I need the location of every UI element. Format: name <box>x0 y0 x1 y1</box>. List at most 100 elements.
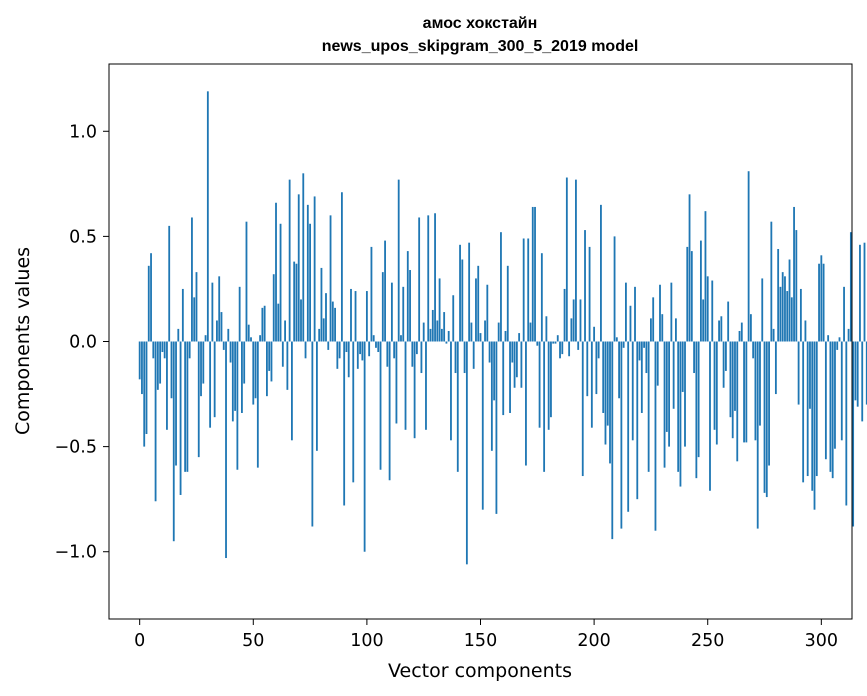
bar-302 <box>824 341 827 460</box>
bar-17 <box>177 328 180 342</box>
bar-29 <box>204 335 207 342</box>
bar-59 <box>272 274 275 342</box>
bar-280 <box>774 341 777 395</box>
bar-206 <box>606 341 609 426</box>
bar-229 <box>659 284 661 342</box>
bar-258 <box>724 341 727 371</box>
bar-43 <box>236 341 239 470</box>
bar-141 <box>459 244 461 342</box>
bar-139 <box>454 341 457 374</box>
bar-87 <box>336 341 339 369</box>
bar-19 <box>181 288 184 342</box>
bar-51 <box>254 341 257 399</box>
bar-157 <box>495 341 498 514</box>
bar-104 <box>375 341 377 348</box>
bar-20 <box>184 341 187 472</box>
bar-111 <box>390 282 393 342</box>
bar-226 <box>652 297 655 342</box>
bar-309 <box>840 341 843 441</box>
bar-277 <box>768 341 770 466</box>
bar-257 <box>722 341 725 388</box>
bar-170 <box>525 341 527 466</box>
bar-275 <box>763 341 766 493</box>
bar-115 <box>400 335 402 342</box>
bar-2 <box>143 341 146 447</box>
bar-73 <box>304 341 307 359</box>
bar-291 <box>799 288 802 342</box>
bar-197 <box>586 341 589 397</box>
bar-106 <box>379 341 382 470</box>
bar-261 <box>731 341 734 439</box>
bar-305 <box>831 341 834 479</box>
bar-13 <box>168 225 171 342</box>
x-tick-label: 250 <box>691 631 724 651</box>
y-tick-label: 0.0 <box>69 333 97 353</box>
bar-125 <box>422 322 425 342</box>
bar-38 <box>225 341 227 559</box>
bar-298 <box>815 341 818 477</box>
bar-102 <box>370 246 373 342</box>
bar-121 <box>413 341 416 439</box>
bar-151 <box>481 341 484 510</box>
bar-246 <box>697 341 700 458</box>
bar-255 <box>718 320 720 342</box>
bar-49 <box>250 337 252 342</box>
bar-88 <box>338 341 341 359</box>
bar-303 <box>827 335 830 342</box>
bar-247 <box>699 240 702 342</box>
bar-241 <box>686 246 689 342</box>
bar-47 <box>245 221 248 342</box>
bar-284 <box>784 276 786 342</box>
bar-287 <box>790 297 793 342</box>
bar-61 <box>277 303 280 342</box>
bar-244 <box>693 341 695 374</box>
bar-234 <box>670 282 673 342</box>
bar-120 <box>411 341 414 367</box>
bar-21 <box>186 341 189 472</box>
bar-208 <box>611 341 614 540</box>
bar-94 <box>352 341 355 483</box>
bar-260 <box>729 341 732 418</box>
bar-215 <box>627 341 630 512</box>
bar-210 <box>615 337 618 342</box>
bar-274 <box>761 278 764 342</box>
bar-231 <box>663 341 666 468</box>
bar-232 <box>665 341 668 432</box>
bar-164 <box>511 341 514 363</box>
bar-236 <box>675 318 677 342</box>
bar-286 <box>788 259 791 342</box>
bar-203 <box>600 204 602 342</box>
bar-283 <box>781 272 784 342</box>
y-tick-label: 0.5 <box>69 227 97 247</box>
bar-252 <box>711 280 714 342</box>
bar-242 <box>688 194 691 342</box>
bar-219 <box>636 341 639 500</box>
bar-14 <box>170 341 173 399</box>
x-axis-ticks: 0 50 100 150 200 250 300 <box>134 619 838 651</box>
bar-39 <box>227 328 230 342</box>
bar-250 <box>706 276 709 342</box>
bar-80 <box>320 267 323 342</box>
bar-156 <box>493 341 496 401</box>
bar-78 <box>315 341 318 451</box>
bar-113 <box>395 341 398 424</box>
bar-163 <box>509 341 511 413</box>
bar-217 <box>631 341 634 441</box>
bar-22 <box>188 341 191 359</box>
bar-155 <box>490 341 493 451</box>
bar-75 <box>309 223 311 342</box>
bar-98 <box>361 341 364 361</box>
bar-238 <box>679 341 682 487</box>
bar-253 <box>713 341 716 430</box>
bar-72 <box>302 173 305 342</box>
bar-74 <box>306 204 309 342</box>
bar-213 <box>622 341 625 348</box>
y-tick-label: 1.0 <box>69 122 97 142</box>
bar-317 <box>859 244 861 342</box>
bar-93 <box>350 288 352 342</box>
bar-319 <box>863 242 866 342</box>
bar-82 <box>325 293 327 342</box>
bar-37 <box>222 341 225 350</box>
bar-233 <box>668 341 670 447</box>
bar-201 <box>595 341 598 395</box>
